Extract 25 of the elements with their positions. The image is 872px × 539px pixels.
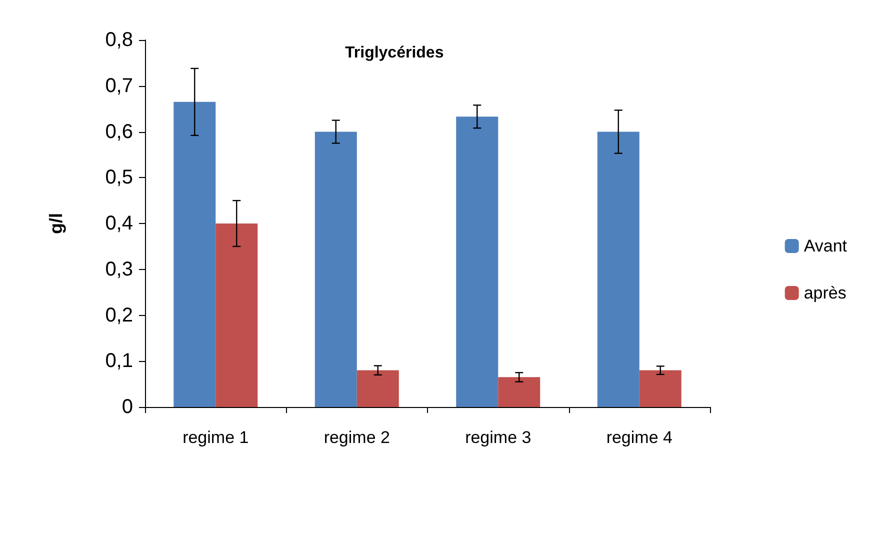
y-tick-label: 0,5 [105, 166, 133, 189]
x-tick-label: regime 4 [606, 428, 672, 447]
y-tick-label: 0,7 [105, 74, 133, 97]
x-tick-label: regime 3 [465, 428, 532, 447]
bar [597, 132, 640, 407]
y-tick-label: 0 [122, 396, 133, 418]
x-tick-label: regime 2 [324, 428, 390, 447]
bar [498, 377, 540, 407]
chart-title: Triglycérides [345, 44, 444, 62]
y-tick-label: 0,6 [105, 120, 133, 143]
legend-label: Avant [804, 236, 848, 256]
y-tick-label: 0,3 [105, 258, 133, 280]
legend-label: après [804, 284, 846, 302]
bar [216, 224, 258, 407]
y-tick-label: 0,4 [105, 212, 133, 234]
y-tick-label: 0,2 [105, 304, 133, 326]
bar [456, 116, 498, 407]
y-tick-label: 0,1 [105, 350, 133, 372]
x-tick-label: regime 1 [182, 428, 249, 447]
bar [356, 370, 399, 407]
bar [314, 132, 357, 407]
y-axis-title: g/l [46, 213, 66, 234]
bar [174, 102, 216, 407]
bar [639, 370, 682, 407]
y-tick-label: 0,8 [105, 29, 133, 51]
